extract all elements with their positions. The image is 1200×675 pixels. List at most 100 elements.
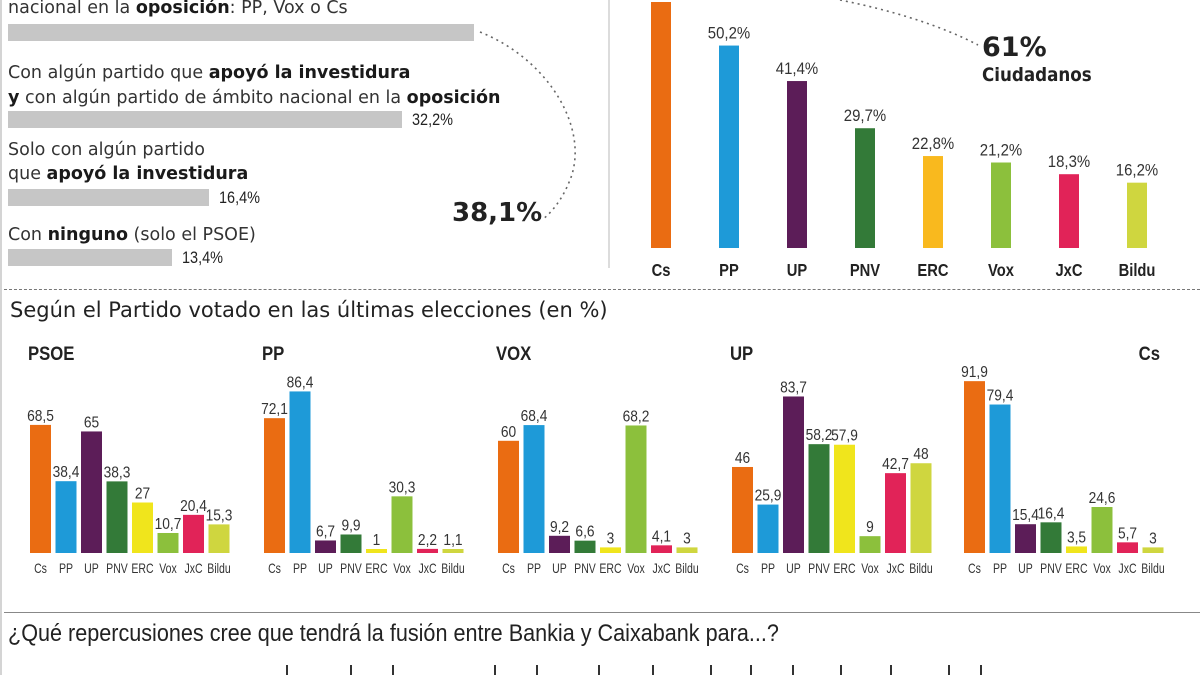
bar-vox: [1091, 506, 1113, 553]
x-tick-label: JxC: [184, 561, 202, 577]
x-tick-label: Vox: [1093, 561, 1111, 577]
x-tick-label: ERC: [131, 561, 153, 577]
callout-arc-connector: [479, 31, 576, 221]
panel-vox: VOX 60 Cs 68,4 PP 9,2 UP 6,6 PNV 3 ERC 68,2 Vox 4,1 Jx…: [496, 343, 699, 576]
bar-bildu: [676, 547, 698, 553]
x-tick-label: PP: [59, 561, 73, 577]
x-tick-label: Cs: [34, 561, 47, 577]
x-tick-label: JxC: [1118, 561, 1136, 577]
left-item-label-2-line-2: que apoyó la investidura: [8, 164, 248, 184]
bar-up: [81, 431, 102, 553]
clipped-glyph-ascender: [980, 665, 982, 675]
bar-value-label: 38,3: [104, 463, 131, 481]
bottom-question-title: ¿Qué repercusiones cree que tendrá la fu…: [8, 620, 779, 647]
bar-pp: [719, 45, 739, 248]
bar-vox: [991, 162, 1011, 248]
panel-title: UP: [730, 343, 753, 364]
x-tick-label: PP: [761, 561, 775, 577]
bar-value-label: 4,1: [652, 527, 671, 545]
label-part: que: [8, 164, 47, 184]
left-item-bar-2: [8, 189, 209, 206]
x-tick-label: ERC: [1065, 561, 1087, 577]
bar-jxc: [417, 548, 438, 553]
bar-value-label-bildu: 16,2%: [1116, 162, 1158, 180]
bar-pp: [55, 481, 77, 553]
bar-value-label: 30,3: [389, 478, 416, 496]
x-tick-label-jxc: JxC: [1055, 261, 1082, 281]
bar-bildu: [910, 463, 932, 553]
callout-38-1-percent: 38,1%: [452, 198, 543, 228]
bar-value-label-up: 41,4%: [776, 60, 818, 78]
left-item-label-0-line-1: nacional en la oposición: PP, Vox o Cs: [8, 0, 348, 18]
bar-value-label: 20,4: [180, 497, 207, 515]
clipped-glyph-ascender: [840, 665, 842, 675]
bar-value-label-jxc: 18,3%: [1048, 153, 1090, 171]
bar-value-label: 9,9: [341, 517, 360, 535]
left-item-value-3: 13,4%: [181, 248, 223, 267]
label-bold-part: oposición: [406, 88, 501, 108]
bar-pnv: [106, 481, 128, 553]
x-tick-label-up: UP: [787, 261, 808, 281]
bar-value-label: 38,4: [53, 463, 80, 481]
dotted-curve: [839, 0, 979, 46]
bar-value-label: 5,7: [1118, 524, 1137, 542]
x-tick-label: PNV: [1040, 561, 1062, 577]
bar-value-label: 91,9: [961, 363, 988, 381]
clipped-glyph-ascender: [286, 665, 288, 675]
clipped-glyph-ascender: [948, 665, 950, 675]
bar-cs: [651, 2, 671, 248]
left-item-label-2-line-1: Solo con algún partido: [8, 140, 205, 160]
bar-value-label: 9,2: [550, 518, 569, 536]
x-tick-label: UP: [84, 561, 99, 577]
label-bold-part: y: [8, 88, 20, 108]
panel-pp: PP72,1Cs86,4PP6,7UP9,9PNV1ERC30,3Vox2,2J…: [261, 343, 465, 576]
panel-up: UP 46 Cs 25,9 PP 83,7 UP 58,2 PNV 57,9 ERC 9 Vox 42,7…: [730, 343, 933, 576]
bar-value-label: 10,7: [155, 515, 182, 533]
bar-vox: [391, 496, 413, 553]
bar-jxc: [885, 473, 906, 553]
bar-value-label: 68,2: [623, 408, 650, 426]
bar-vox: [157, 532, 179, 553]
bar-jxc: [1059, 174, 1079, 248]
label-part: : PP, Vox o Cs: [229, 0, 348, 18]
x-tick-label-cs: Cs: [652, 261, 671, 281]
label-bold-part: ninguno: [47, 225, 128, 245]
label-bold-part: apoyó la investidura: [46, 164, 249, 184]
left-item-value-2: 16,4%: [218, 188, 260, 207]
bar-value-label-vox: 21,2%: [980, 142, 1022, 160]
x-tick-label-bildu: Bildu: [1119, 261, 1156, 281]
bar-value-label: 79,4: [987, 387, 1014, 405]
bar-bildu: [208, 524, 230, 553]
top-callout-connector: [839, 0, 979, 46]
left-item-bar-1: [8, 111, 402, 128]
small-multiples-bar-charts: PSOE 68,5 Cs 38,4 PP 65 UP 38,3 PNV 27 ERC 10,7 Vox 2…: [27, 343, 1165, 577]
bar-value-label: 42,7: [882, 455, 909, 473]
x-tick-label: Vox: [159, 561, 177, 577]
bar-cs: [498, 440, 519, 553]
x-tick-label: JxC: [886, 561, 904, 577]
bar-value-label: 68,4: [521, 407, 548, 425]
x-tick-label: UP: [1018, 561, 1033, 577]
bar-value-label: 6,7: [316, 523, 335, 541]
bar-bildu: [1142, 547, 1164, 553]
dotted-arc: [479, 31, 576, 221]
label-part: con algún partido de ámbito nacional en …: [19, 88, 407, 108]
bar-erc: [366, 549, 387, 553]
clipped-glyph-ascender: [350, 665, 352, 675]
bar-up: [315, 540, 336, 553]
x-tick-label-vox: Vox: [988, 261, 1015, 281]
x-tick-label: Cs: [502, 561, 515, 577]
bar-value-label: 57,9: [831, 427, 858, 445]
top-party-bar-chart: Cs 50,2% PP 41,4% UP 29,7% PNV 22,8% ERC 21,2% Vox…: [651, 2, 1158, 281]
bar-jxc: [1117, 542, 1138, 553]
left-border: [0, 0, 2, 675]
x-tick-label: Bildu: [441, 561, 464, 577]
x-tick-label: UP: [786, 561, 801, 577]
section-divider-solid: [4, 612, 1200, 613]
bar-value-label-erc: 22,8%: [912, 135, 954, 153]
x-tick-label: PNV: [574, 561, 596, 577]
bar-value-label: 16,4: [1038, 504, 1065, 522]
clipped-glyph-ascender: [598, 665, 600, 675]
bar-cs: [264, 418, 285, 553]
left-item-label-3-line-1: Con ninguno (solo el PSOE): [8, 225, 256, 245]
